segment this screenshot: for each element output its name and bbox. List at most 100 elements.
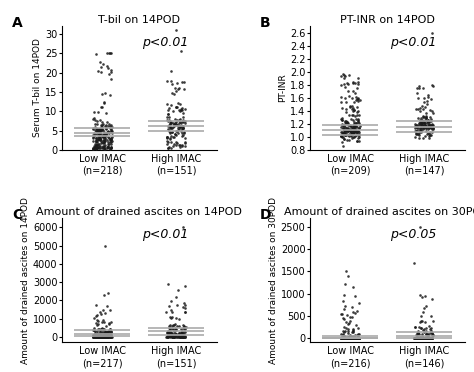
Point <box>414 335 422 341</box>
Point <box>414 330 421 336</box>
Point <box>421 335 429 341</box>
Point <box>353 335 360 341</box>
Point <box>347 131 355 137</box>
Point <box>424 331 431 337</box>
Point <box>353 335 360 341</box>
Point <box>92 135 100 141</box>
Point <box>348 106 356 112</box>
Point <box>101 328 109 334</box>
Point <box>98 145 105 151</box>
Point <box>350 124 357 130</box>
Point <box>420 119 428 125</box>
Point <box>410 335 418 341</box>
Point <box>100 333 107 339</box>
Point <box>343 121 350 126</box>
Point <box>429 332 437 338</box>
Point <box>101 330 109 336</box>
Point <box>422 125 430 131</box>
Point <box>103 329 110 335</box>
Point <box>96 331 104 337</box>
Point <box>95 334 103 340</box>
Point <box>337 133 345 139</box>
Point <box>422 115 430 121</box>
Point <box>96 137 104 142</box>
Point <box>337 335 345 341</box>
Point <box>417 335 424 341</box>
Point <box>100 326 107 332</box>
Point <box>425 118 432 124</box>
Point <box>418 119 425 125</box>
Point <box>351 335 358 341</box>
Point <box>104 290 112 296</box>
Point <box>349 309 357 315</box>
Point <box>95 334 102 340</box>
Point <box>422 335 430 341</box>
Point <box>343 118 350 124</box>
Point <box>92 135 100 141</box>
Point <box>92 334 100 340</box>
Point <box>425 125 433 131</box>
Point <box>165 330 173 336</box>
Point <box>100 141 108 147</box>
Point <box>89 135 97 141</box>
Point <box>351 334 358 340</box>
Point <box>99 126 106 132</box>
Point <box>95 332 102 338</box>
Point <box>355 335 362 341</box>
Point <box>91 334 99 340</box>
Point <box>419 335 427 341</box>
Point <box>165 128 173 134</box>
Point <box>341 121 349 127</box>
Point <box>103 129 111 135</box>
Point <box>352 335 359 341</box>
Point <box>166 322 173 328</box>
Point <box>176 334 183 340</box>
Point <box>340 292 347 298</box>
Point <box>99 331 107 337</box>
Point <box>342 335 349 341</box>
Point <box>102 331 109 337</box>
Point <box>425 122 433 128</box>
Point <box>95 131 102 137</box>
Point <box>418 318 426 324</box>
Point <box>349 329 357 335</box>
Point <box>176 334 184 340</box>
Point <box>412 128 420 134</box>
Point <box>104 124 112 129</box>
Point <box>94 136 101 142</box>
Point <box>342 280 349 286</box>
Point <box>349 112 357 118</box>
Point <box>353 335 360 341</box>
Point <box>348 125 356 131</box>
Point <box>90 327 98 333</box>
Point <box>348 112 356 118</box>
Point <box>103 334 110 340</box>
Point <box>96 136 103 142</box>
Point <box>340 123 347 129</box>
Point <box>344 127 351 133</box>
Point <box>171 141 178 147</box>
Point <box>428 129 435 135</box>
Point <box>100 146 108 152</box>
Point <box>164 281 172 287</box>
Point <box>101 142 109 148</box>
Point <box>96 330 103 336</box>
Point <box>101 243 109 248</box>
Point <box>348 95 356 101</box>
Point <box>423 333 430 339</box>
Point <box>344 88 352 94</box>
Point <box>353 332 361 338</box>
Point <box>348 334 356 340</box>
Point <box>412 125 419 131</box>
Point <box>427 328 434 334</box>
Point <box>91 143 99 149</box>
Point <box>97 326 105 331</box>
Point <box>355 119 362 125</box>
Point <box>170 334 177 340</box>
Point <box>428 122 436 128</box>
Point <box>423 102 430 108</box>
Point <box>167 121 174 127</box>
Point <box>106 307 114 313</box>
Point <box>340 335 347 341</box>
Point <box>104 128 112 134</box>
